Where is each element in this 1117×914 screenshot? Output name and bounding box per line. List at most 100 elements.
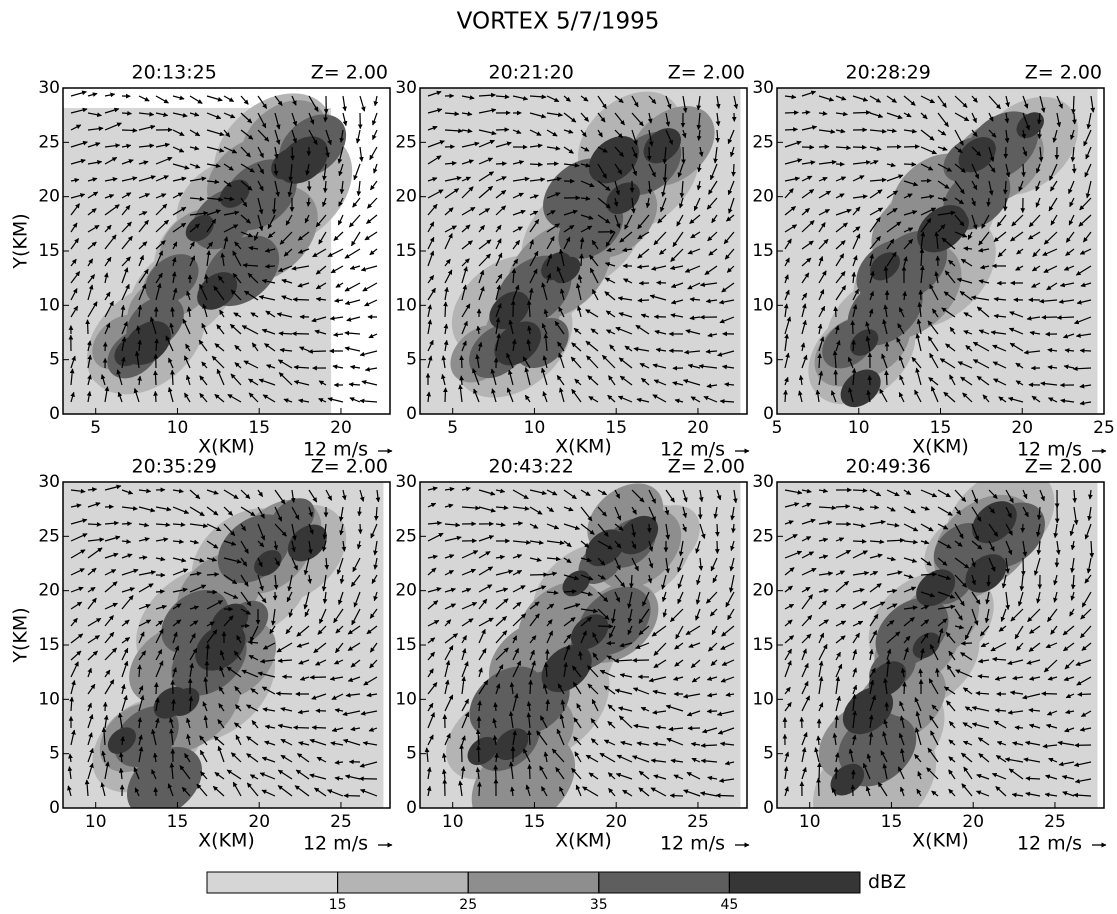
wind-vector	[223, 129, 231, 138]
wind-vector	[528, 679, 533, 695]
wind-vector	[86, 391, 92, 403]
y-tick-label: 0	[406, 404, 417, 424]
wind-vector	[87, 224, 100, 233]
wind-vector	[281, 278, 293, 284]
wind-vector	[304, 214, 310, 224]
wind-vector	[189, 112, 200, 117]
wind-vector	[257, 112, 267, 129]
wind-vector	[444, 225, 457, 233]
wind-vector	[986, 574, 991, 587]
wind-vector	[87, 92, 98, 97]
wind-vector	[461, 303, 471, 318]
wind-vector	[104, 322, 111, 335]
wind-vector	[349, 397, 361, 403]
wind-vector	[206, 209, 221, 216]
wind-vector	[293, 364, 310, 370]
reference-vector-label: 12 m/s	[303, 439, 368, 461]
wind-vector	[171, 698, 176, 712]
wind-vector	[138, 111, 155, 117]
wind-vector	[234, 241, 242, 250]
wind-vector	[149, 316, 157, 335]
wind-vector	[427, 203, 438, 216]
wind-vector	[315, 265, 327, 275]
wind-vector	[495, 161, 507, 167]
wind-vector	[648, 163, 656, 178]
wind-vector	[314, 329, 327, 335]
wind-vector	[373, 163, 378, 174]
wind-vector	[242, 262, 259, 268]
wind-vector	[155, 142, 170, 148]
wind-vector	[121, 336, 127, 352]
wind-vector	[524, 367, 531, 386]
wind-vector	[87, 112, 102, 118]
wind-vector	[338, 163, 344, 177]
wind-vector	[543, 333, 549, 352]
wind-vector	[615, 326, 633, 335]
wind-vector	[283, 398, 293, 403]
wind-vector	[138, 95, 150, 102]
wind-vector	[199, 375, 208, 386]
wind-vector	[563, 129, 574, 134]
wind-vector	[427, 189, 444, 199]
wind-vector	[348, 382, 361, 387]
y-axis-label: Y(KM)	[10, 213, 32, 269]
wind-vector	[240, 163, 255, 173]
wind-vector	[121, 221, 132, 233]
wind-vector	[529, 239, 534, 250]
wind-vector	[87, 301, 98, 318]
wind-vector	[104, 204, 120, 216]
wind-vector	[104, 224, 112, 233]
wind-vector	[591, 239, 599, 250]
wind-vector	[648, 129, 654, 147]
wind-vector	[189, 241, 195, 250]
wind-vector	[329, 315, 344, 321]
wind-vector	[816, 777, 821, 797]
wind-vector	[476, 745, 481, 763]
wind-vector	[138, 124, 156, 131]
wind-vector	[337, 214, 344, 226]
wind-vector	[1056, 315, 1075, 320]
wind-vector	[70, 271, 81, 284]
wind-vector	[607, 394, 616, 403]
wind-vector	[580, 180, 595, 188]
wind-vector	[478, 129, 497, 136]
echo-blob	[278, 136, 329, 184]
wind-vector	[182, 318, 191, 335]
wind-vector	[172, 146, 185, 153]
wind-vector	[580, 95, 589, 102]
wind-vector	[87, 522, 102, 527]
wind-vector	[243, 360, 259, 369]
wind-vector	[1014, 725, 1024, 731]
wind-vector	[618, 312, 633, 318]
wind-vector	[427, 108, 443, 114]
panel-level: Z= 2.00	[311, 456, 388, 478]
wind-vector	[153, 682, 159, 695]
wind-vector	[614, 163, 623, 175]
wind-vector	[292, 297, 310, 302]
wind-vector	[597, 214, 611, 224]
y-tick-label: 30	[38, 78, 60, 98]
wind-vector	[344, 346, 361, 352]
wind-vector	[308, 112, 315, 125]
wind-vector	[232, 250, 242, 267]
wind-vector	[559, 288, 565, 301]
wind-vector	[229, 323, 242, 335]
wind-vector	[444, 286, 449, 301]
wind-vector	[706, 708, 718, 714]
wind-vector	[352, 197, 361, 208]
x-tick-label: 10	[167, 418, 189, 438]
x-tick-label: 25	[687, 812, 709, 832]
wind-vector	[138, 241, 148, 250]
wind-vector	[461, 176, 471, 182]
wind-vector	[631, 163, 638, 176]
wind-vector	[563, 589, 577, 594]
wind-vector	[349, 364, 361, 370]
wind-vector	[631, 95, 639, 108]
wind-vector	[138, 175, 156, 182]
wind-vector	[172, 163, 190, 170]
y-tick-label: 0	[406, 798, 417, 818]
wind-vector	[138, 254, 144, 267]
wind-vector	[512, 129, 522, 134]
colorbar-swatch	[598, 871, 730, 894]
wind-vector	[297, 282, 310, 288]
